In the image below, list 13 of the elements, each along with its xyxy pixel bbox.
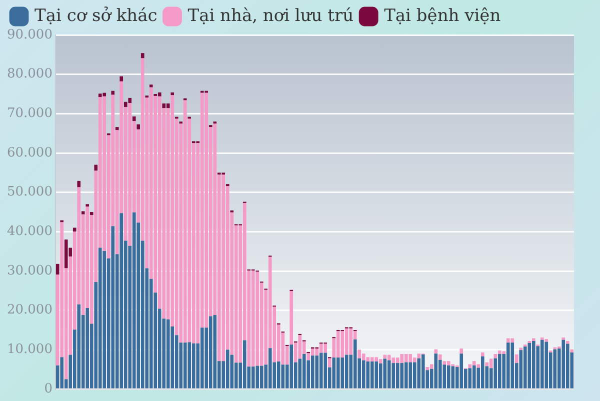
y-tick-label: 20.000 <box>6 302 52 318</box>
legend-label: Tại nhà, nơi lưu trú <box>188 6 354 26</box>
y-tick-label: 10.000 <box>6 342 52 358</box>
y-tick-label: 40.000 <box>6 224 52 240</box>
y-tick-label: 0 <box>44 381 52 396</box>
y-tick-label: 30.000 <box>6 263 52 278</box>
legend-label: Tại bệnh viện <box>384 6 501 26</box>
y-tick-label: 60.000 <box>6 145 52 160</box>
y-tick-label: 80.000 <box>6 66 52 82</box>
y-tick-label: 50.000 <box>6 184 52 200</box>
y-tick-label: 70.000 <box>6 106 52 122</box>
legend-label: Tại cơ sở khác <box>34 6 158 26</box>
y-tick-label: 90.000 <box>6 27 52 42</box>
